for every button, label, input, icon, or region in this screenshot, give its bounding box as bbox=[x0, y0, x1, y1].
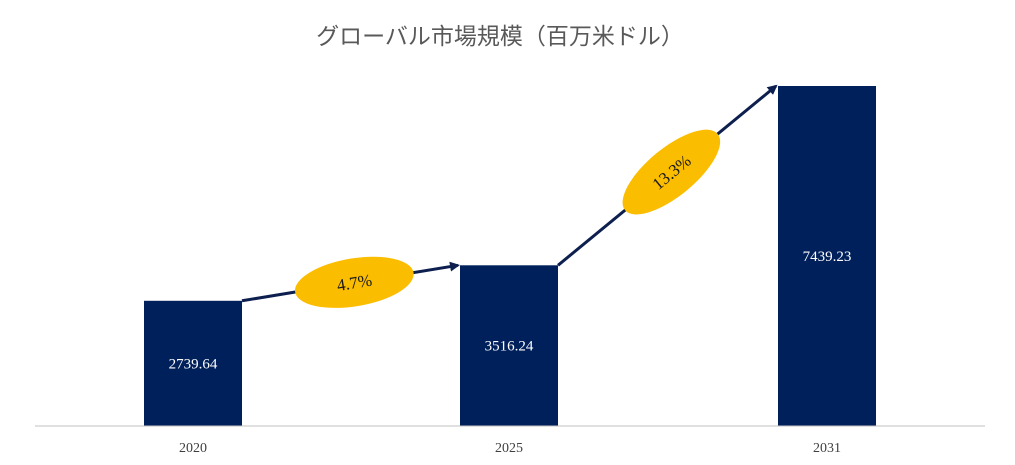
bar-value-label-2025: 3516.24 bbox=[485, 339, 534, 355]
bar-2020 bbox=[144, 300, 242, 426]
cagr-badge-1: 4.7% bbox=[294, 256, 414, 308]
cagr-badge-shape bbox=[294, 256, 414, 308]
bar-2031 bbox=[778, 86, 876, 426]
growth-arrows: 4.7% 13.3% bbox=[241, 84, 778, 308]
bar-value-label-2031: 7439.23 bbox=[803, 249, 852, 265]
bar-2025 bbox=[460, 265, 558, 426]
x-tick-label-2025: 2025 bbox=[495, 441, 523, 456]
chart-title: グローバル市場規模（百万米ドル） bbox=[316, 24, 684, 50]
cagr-badge-shape bbox=[622, 129, 721, 215]
x-axis-ticks: 2020 2025 2031 bbox=[179, 441, 841, 456]
x-tick-label-2031: 2031 bbox=[813, 441, 841, 456]
bars-layer: 2739.64 3516.24 7439.23 bbox=[144, 86, 876, 426]
cagr-badge-2: 13.3% bbox=[622, 129, 721, 215]
bar-value-label-2020: 2739.64 bbox=[169, 356, 218, 372]
x-tick-label-2020: 2020 bbox=[179, 441, 207, 456]
